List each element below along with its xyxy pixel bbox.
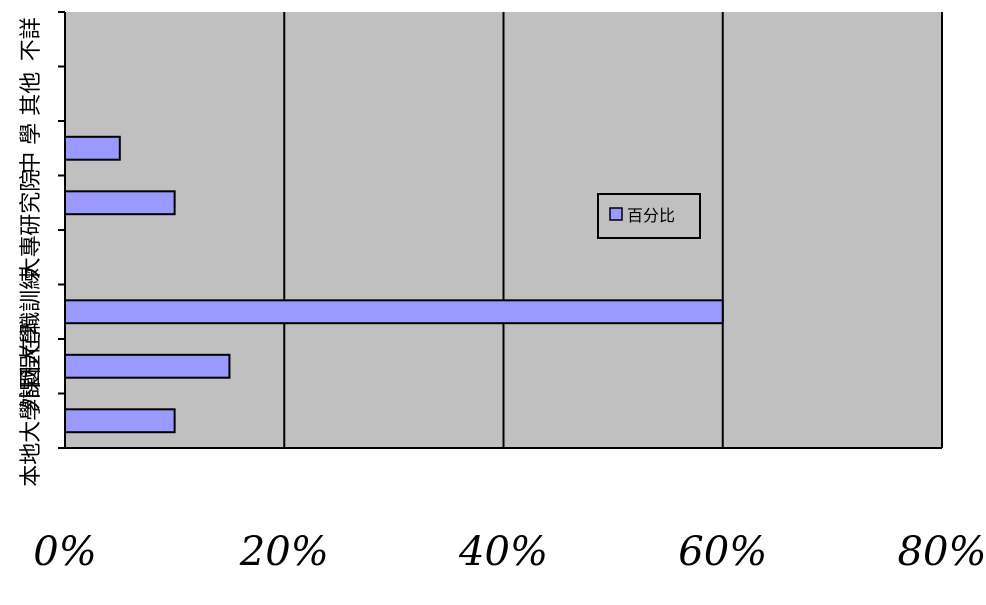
category-label: 中 學 (19, 123, 44, 174)
bar (64, 299, 724, 325)
x-tick-label: 80% (898, 529, 986, 575)
x-tick-label: 0% (33, 529, 96, 575)
legend-box (597, 193, 701, 239)
category-label: 本地大學課程 (19, 355, 44, 487)
bar (64, 408, 176, 434)
category-label: 不詳 (19, 17, 44, 61)
x-tick-label: 40% (458, 529, 548, 575)
x-tick-label: 60% (678, 529, 767, 575)
legend-swatch (609, 207, 623, 221)
category-label: 大專 (19, 235, 44, 279)
bar-series (64, 135, 724, 434)
bar (64, 353, 231, 379)
category-label: 研究院 (19, 170, 44, 236)
category-label: 其他 (19, 72, 44, 116)
category-label: 在職訓練 (19, 268, 44, 356)
gridlines (283, 12, 943, 448)
y-axis-ticks (58, 11, 65, 449)
x-axis-tick-labels: 0% 20% 40% 60% 80% (33, 529, 986, 575)
bar (64, 135, 121, 161)
legend: 百分比 (597, 193, 701, 239)
bar (64, 190, 176, 216)
category-label: 外國大學 (19, 322, 44, 410)
legend-label: 百分比 (627, 206, 675, 225)
x-tick-label: 20% (239, 529, 329, 575)
